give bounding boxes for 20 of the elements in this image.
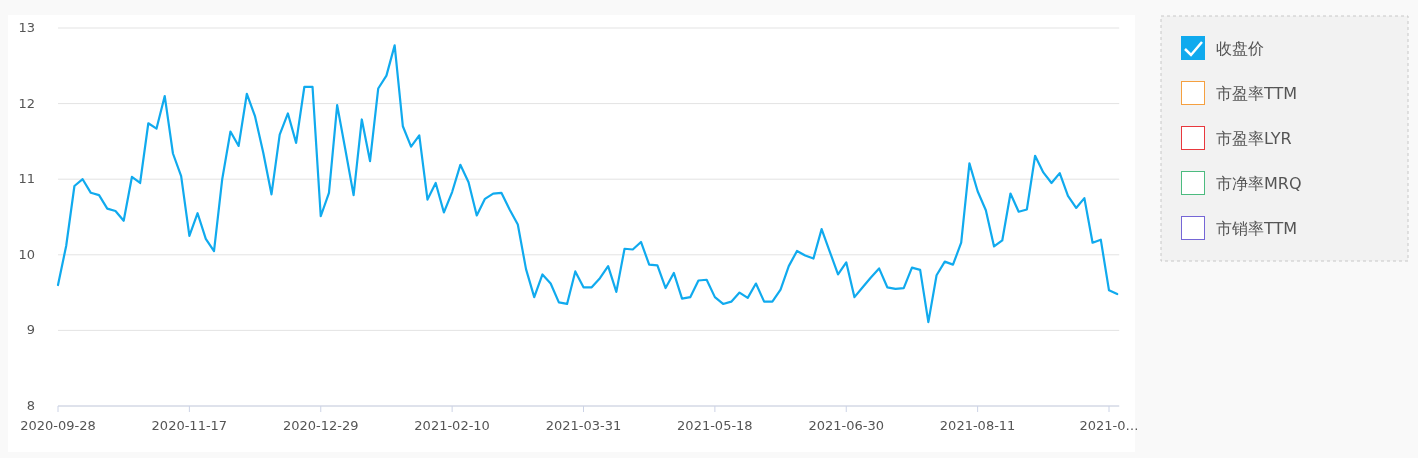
legend-label: 市盈率LYR (1216, 129, 1292, 148)
x-tick-label: 2021-03-31 (545, 418, 622, 433)
legend-label: 市销率TTM (1216, 219, 1298, 238)
y-tick-label: 8 (26, 398, 35, 413)
x-tick-label: 2021-08-11 (939, 418, 1016, 433)
x-tick-label: 2020-11-17 (151, 418, 228, 433)
y-tick-label: 11 (18, 171, 35, 187)
y-tick-label: 12 (18, 95, 35, 111)
legend-label: 市盈率TTM (1216, 84, 1298, 103)
x-tick-label: 2021-02-10 (414, 418, 490, 433)
legend-label: 市净率MRQ (1216, 174, 1302, 193)
y-tick-label: 10 (18, 246, 35, 262)
x-tick-label: 2021-06-30 (808, 418, 885, 433)
y-tick-label: 13 (18, 20, 35, 35)
legend-label: 收盘价 (1216, 39, 1264, 58)
y-tick-label: 9 (26, 322, 35, 338)
x-tick-label: 2020-12-29 (282, 418, 359, 433)
x-tick-label: 2021-05-18 (677, 418, 753, 433)
x-tick-label: 2021-0… (1079, 418, 1139, 433)
x-tick-label: 2020-09-28 (20, 418, 96, 433)
